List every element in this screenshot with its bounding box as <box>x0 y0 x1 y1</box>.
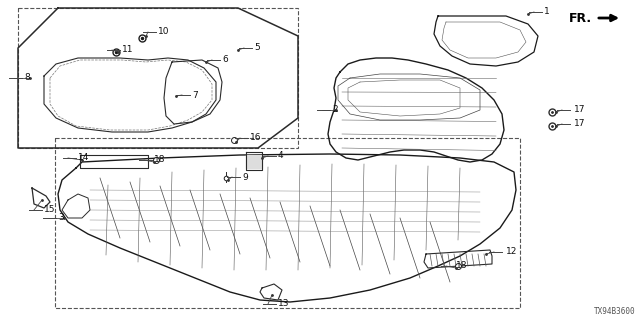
Text: 14: 14 <box>78 154 90 163</box>
Text: 5: 5 <box>254 44 260 52</box>
Text: 8: 8 <box>24 74 29 83</box>
Text: 10: 10 <box>158 28 170 36</box>
Text: 6: 6 <box>222 55 228 65</box>
Text: 18: 18 <box>456 261 467 270</box>
Text: 18: 18 <box>154 156 166 164</box>
Text: TX94B3600: TX94B3600 <box>595 307 636 316</box>
Text: 3: 3 <box>58 213 64 222</box>
Text: 7: 7 <box>192 91 198 100</box>
Text: 1: 1 <box>544 7 550 17</box>
Text: 12: 12 <box>506 247 517 257</box>
Text: 15: 15 <box>44 205 56 214</box>
Text: 16: 16 <box>250 133 262 142</box>
Text: FR.: FR. <box>569 12 592 25</box>
Text: 17: 17 <box>574 106 586 115</box>
Text: 13: 13 <box>278 300 289 308</box>
Text: 17: 17 <box>574 119 586 129</box>
Bar <box>55 138 520 308</box>
Text: 4: 4 <box>278 151 284 161</box>
Text: 2: 2 <box>332 106 338 115</box>
Text: 11: 11 <box>122 45 134 54</box>
Text: 9: 9 <box>242 172 248 181</box>
Bar <box>18 8 298 148</box>
